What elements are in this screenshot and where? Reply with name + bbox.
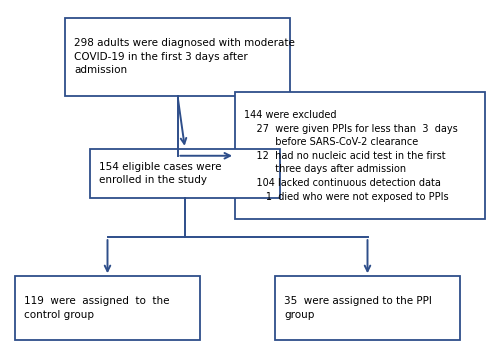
FancyBboxPatch shape: [235, 92, 485, 219]
FancyBboxPatch shape: [275, 276, 460, 340]
FancyBboxPatch shape: [65, 18, 290, 96]
FancyBboxPatch shape: [90, 149, 280, 198]
Text: 154 eligible cases were
enrolled in the study: 154 eligible cases were enrolled in the …: [99, 162, 222, 185]
Text: 144 were excluded
    27  were given PPIs for less than  3  days
          befor: 144 were excluded 27 were given PPIs for…: [244, 110, 458, 201]
Text: 298 adults were diagnosed with moderate
COVID-19 in the first 3 days after
admis: 298 adults were diagnosed with moderate …: [74, 38, 295, 75]
Text: 35  were assigned to the PPI
group: 35 were assigned to the PPI group: [284, 296, 432, 320]
Text: 119  were  assigned  to  the
control group: 119 were assigned to the control group: [24, 296, 170, 320]
FancyBboxPatch shape: [15, 276, 200, 340]
